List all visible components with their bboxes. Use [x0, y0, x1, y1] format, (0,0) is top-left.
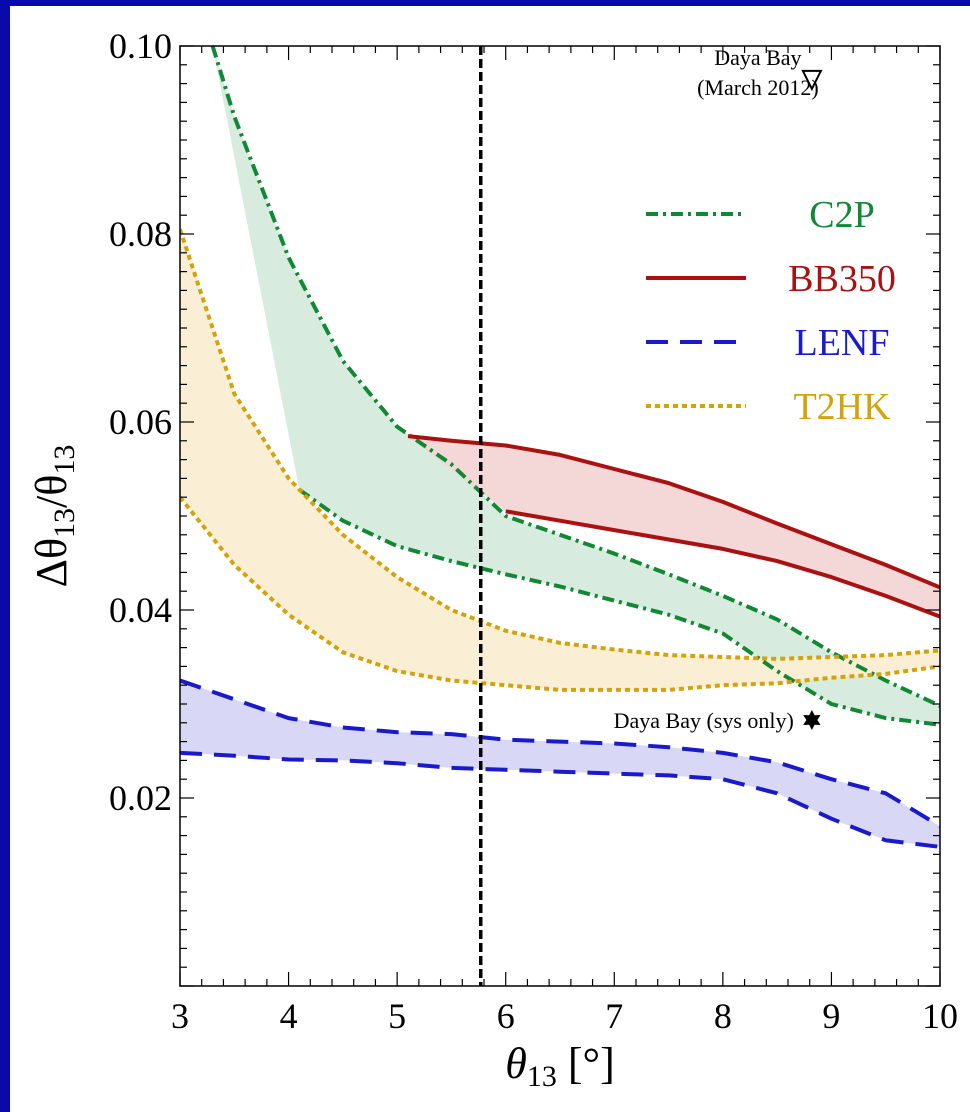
legend-label-t2hk: T2HK [793, 386, 891, 428]
curve-c2p-lower [298, 488, 940, 727]
curve-c2p-upper [210, 46, 940, 708]
annotations-layer: Daya Bay (March 2012) Daya Bay (sys only) [614, 45, 823, 733]
x-tick-label: 3 [171, 996, 189, 1036]
y-axis-title-sub1: 13 [48, 508, 81, 538]
bands-layer [180, 46, 940, 847]
y-axis-title-sub2: 13 [48, 445, 81, 475]
y-tick-label: 0.06 [109, 402, 172, 442]
curve-t2hk-upper [180, 228, 940, 661]
daya-bay-star-marker [803, 710, 821, 730]
legend-label-bb350: BB350 [788, 258, 896, 300]
x-tick-label: 4 [280, 996, 298, 1036]
band-bb350 [408, 436, 940, 617]
y-axis-title: Δθ13/θ13 [27, 445, 81, 588]
x-tick-label: 5 [388, 996, 406, 1036]
band-lenf [180, 680, 940, 847]
legend: C2P BB350 LENF T2HK [646, 194, 896, 428]
x-axis-title-unit: [°] [557, 1039, 615, 1088]
curve-bb350-upper [407, 434, 940, 590]
y-axis-title-slash: /θ [27, 475, 76, 508]
curve-lenf-lower [180, 750, 940, 849]
y-tick-label: 0.10 [109, 26, 172, 66]
x-axis-title-subscript: 13 [527, 1060, 557, 1093]
legend-label-c2p: C2P [809, 194, 874, 236]
chart-frame: 3 4 5 6 7 8 9 10 0.02 0.04 0.06 0.08 0.10 θ13 [°] Δθ… [10, 6, 970, 1112]
annotation-label: Daya Bay (sys only) [614, 708, 794, 733]
y-tick-label: 0.08 [109, 214, 172, 254]
y-axis-title-delta: Δθ [27, 538, 76, 587]
theta13-precision-chart: 3 4 5 6 7 8 9 100.020.040.060.080.10 θ13 [°] Δθ… [27, 26, 958, 1093]
y-tick-label: 0.02 [109, 778, 172, 818]
x-tick-label: 6 [497, 996, 515, 1036]
annotation-label: (March 2012) [697, 75, 819, 100]
x-axis-title: θ13 [°] [505, 1039, 615, 1093]
daya-bay-triangle-marker [801, 69, 823, 92]
x-tick-label: 7 [605, 996, 623, 1036]
x-tick-label: 9 [822, 996, 840, 1036]
curves-layer [180, 46, 940, 849]
band-c2p [212, 46, 940, 725]
curve-lenf-upper [180, 678, 940, 828]
y-axis-title-group: Δθ13/θ13 [27, 445, 81, 588]
x-axis-title-symbol: θ [505, 1039, 527, 1088]
x-tick-label: 10 [922, 996, 958, 1036]
y-tick-label: 0.04 [109, 590, 172, 630]
ticks-layer [179, 45, 941, 987]
x-tick-label: 8 [714, 996, 732, 1036]
legend-label-lenf: LENF [795, 322, 890, 364]
band-t2hk [180, 229, 940, 690]
curve-t2hk-lower [180, 495, 940, 692]
curve-bb350-lower [505, 509, 940, 619]
annotation-label: Daya Bay [714, 45, 801, 70]
tick-labels-layer: 3 4 5 6 7 8 9 10 0.02 0.04 0.06 0.08 0.10 [109, 26, 958, 1036]
